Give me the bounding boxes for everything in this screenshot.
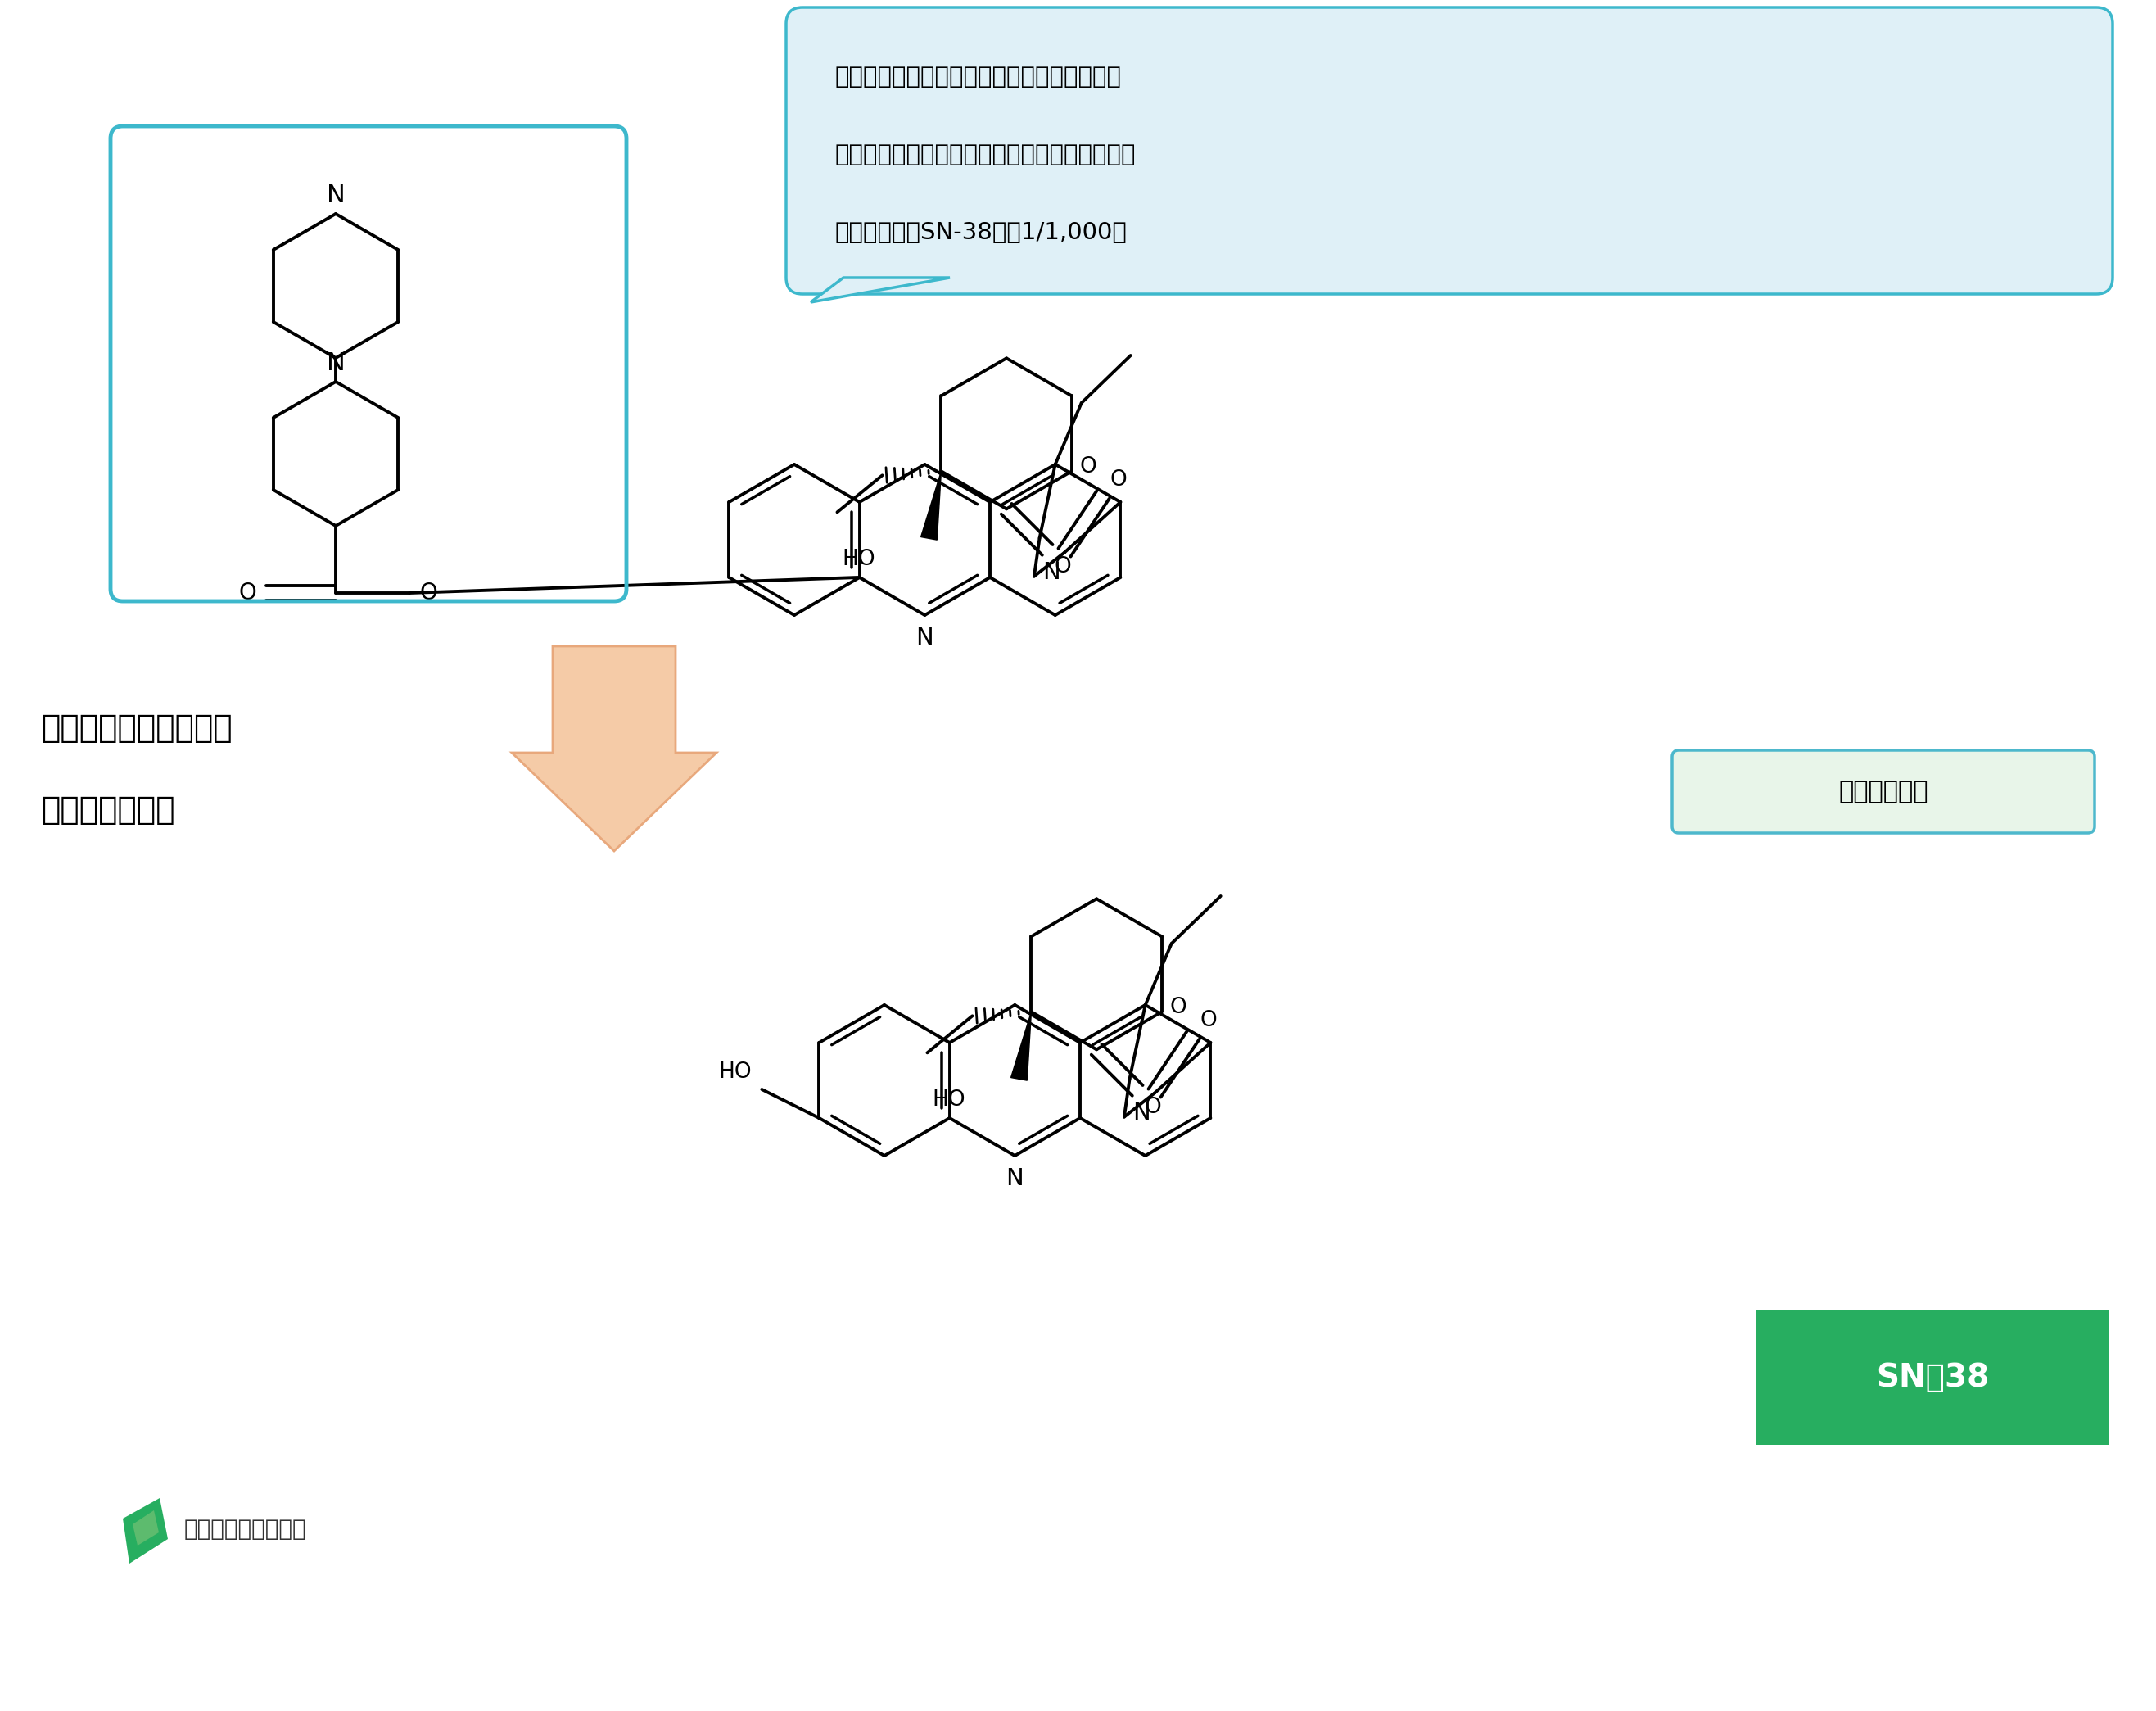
- FancyBboxPatch shape: [1673, 749, 2096, 833]
- Text: よって親水性が向上し、副作用が軽減される。: よって親水性が向上し、副作用が軽減される。: [834, 144, 1136, 166]
- Text: ピペリジノピペリジノカルボニルオキシ基に: ピペリジノピペリジノカルボニルオキシ基に: [834, 65, 1121, 89]
- Polygon shape: [511, 647, 716, 850]
- Text: HO: HO: [843, 549, 875, 570]
- Text: O: O: [1110, 469, 1128, 491]
- Text: 肝臓のエステラーゼに: 肝臓のエステラーゼに: [41, 712, 233, 744]
- Text: SN－38: SN－38: [1876, 1362, 1990, 1393]
- Text: N: N: [1007, 1167, 1024, 1191]
- Text: HO: HO: [718, 1061, 752, 1083]
- Text: N: N: [326, 351, 345, 375]
- Text: O: O: [1171, 998, 1188, 1018]
- Text: 新薬情報オンライン: 新薬情報オンライン: [183, 1518, 306, 1540]
- Polygon shape: [123, 1499, 168, 1564]
- Text: イリノテカン: イリノテカン: [1839, 780, 1927, 804]
- Text: O: O: [418, 582, 438, 604]
- Text: HO: HO: [934, 1090, 966, 1110]
- Text: N: N: [1041, 561, 1061, 583]
- Text: O: O: [1054, 556, 1072, 578]
- Polygon shape: [134, 1511, 160, 1545]
- FancyBboxPatch shape: [1757, 1309, 2109, 1444]
- Text: N: N: [916, 626, 934, 650]
- Text: O: O: [1199, 1009, 1216, 1032]
- Text: N: N: [1132, 1102, 1149, 1124]
- Polygon shape: [1011, 1011, 1031, 1080]
- Text: O: O: [1145, 1097, 1162, 1119]
- Polygon shape: [811, 277, 951, 303]
- Text: N: N: [326, 183, 345, 207]
- Text: よって加水分解: よって加水分解: [41, 794, 175, 826]
- Polygon shape: [921, 471, 942, 541]
- Text: O: O: [1080, 457, 1097, 477]
- Text: O: O: [239, 582, 257, 604]
- FancyBboxPatch shape: [787, 7, 2113, 294]
- Text: 抗腫瘍活性はSN-38の約1/1,000。: 抗腫瘍活性はSN-38の約1/1,000。: [834, 221, 1128, 245]
